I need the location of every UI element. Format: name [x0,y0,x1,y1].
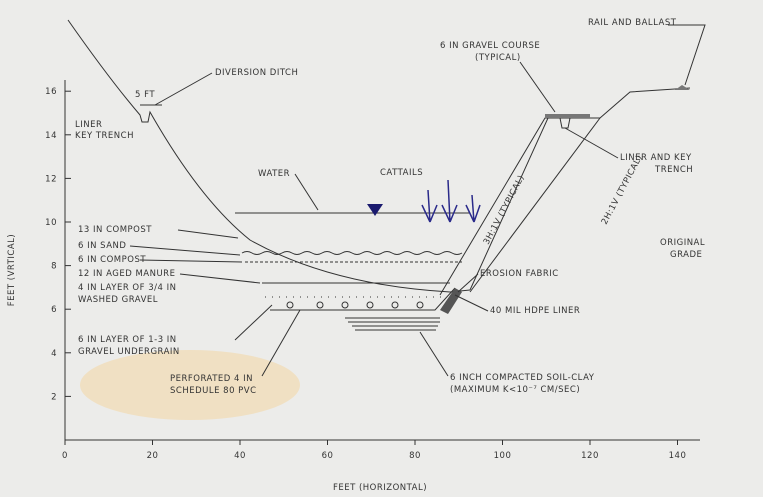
soil-clay [345,317,440,331]
label: 6 IN COMPOST [78,255,146,265]
cattails [421,179,481,223]
label: WATER [258,169,290,179]
label: 12 IN AGED MANURE [78,269,175,279]
leaders [129,229,261,284]
leader [668,24,706,86]
leader [564,127,619,159]
leader [294,173,319,211]
y-tick-label: 14 [45,131,57,141]
label: (MAXIMUM K<10⁻⁷ CM/SEC) [450,385,580,395]
label: 13 IN COMPOST [78,225,152,235]
y-tick-label: 4 [51,349,57,359]
leader [457,273,479,293]
x-tick-label: 20 [147,451,159,461]
label: LINER AND KEY [620,153,692,163]
label: KEY TRENCH [75,131,134,141]
label: ORIGINAL [660,238,705,248]
label: RAIL AND BALLAST [588,18,677,28]
y-tick-label: 10 [45,218,57,228]
gravel-course [545,114,590,118]
label: GRAVEL UNDERGRAIN [78,347,180,357]
label: (TYPICAL) [475,53,521,63]
y-tick-label: 6 [51,305,57,315]
leader [419,331,449,377]
leader [454,294,489,312]
label: SCHEDULE 80 PVC [170,386,257,396]
label: 4 IN LAYER OF 3/4 IN [78,283,176,293]
y-tick-label: 8 [51,262,57,272]
leader [519,61,556,113]
x-tick-label: 40 [234,451,246,461]
original-grade [469,117,601,293]
x-tick-label: 100 [494,451,512,461]
rail [675,85,690,90]
x-tick-label: 80 [409,451,421,461]
label: EROSION FABRIC [480,269,559,279]
label: 5 FT [135,90,155,100]
x-axis-label: FEET (HORIZONTAL) [333,483,427,493]
label: 6 IN SAND [78,241,126,251]
label: GRADE [670,250,702,260]
label: LINER [75,120,102,130]
leader [234,304,273,341]
water-symbol [367,204,383,216]
x-tick-label: 120 [581,451,599,461]
sand-layer [241,251,463,255]
label: 6 INCH COMPACTED SOIL-CLAY [450,373,595,383]
leader [261,309,301,377]
x-tick-label: 60 [322,451,334,461]
label: CATTAILS [380,168,423,178]
y-axis-label: FEET (VRTICAL) [7,234,17,306]
y-tick-label: 12 [45,174,57,184]
pipes [286,301,424,309]
label: WASHED GRAVEL [78,295,158,305]
x-tick-label: 140 [669,451,687,461]
label: TRENCH [654,165,693,175]
label: 6 IN LAYER OF 1-3 IN [78,335,177,345]
leader [154,72,213,106]
y-tick-label: 2 [51,392,57,402]
stain [80,350,300,420]
label: 40 MIL HDPE LINER [490,306,580,316]
label: DIVERSION DITCH [215,68,298,78]
excavation-line [67,19,471,293]
y-tick-label: 16 [45,87,57,97]
label: 6 IN GRAVEL COURSE [440,41,540,51]
label: PERFORATED 4 IN [170,374,253,384]
erosion-fabric [440,288,462,314]
basin-bottom [270,287,456,311]
x-tick-label: 0 [62,451,68,461]
